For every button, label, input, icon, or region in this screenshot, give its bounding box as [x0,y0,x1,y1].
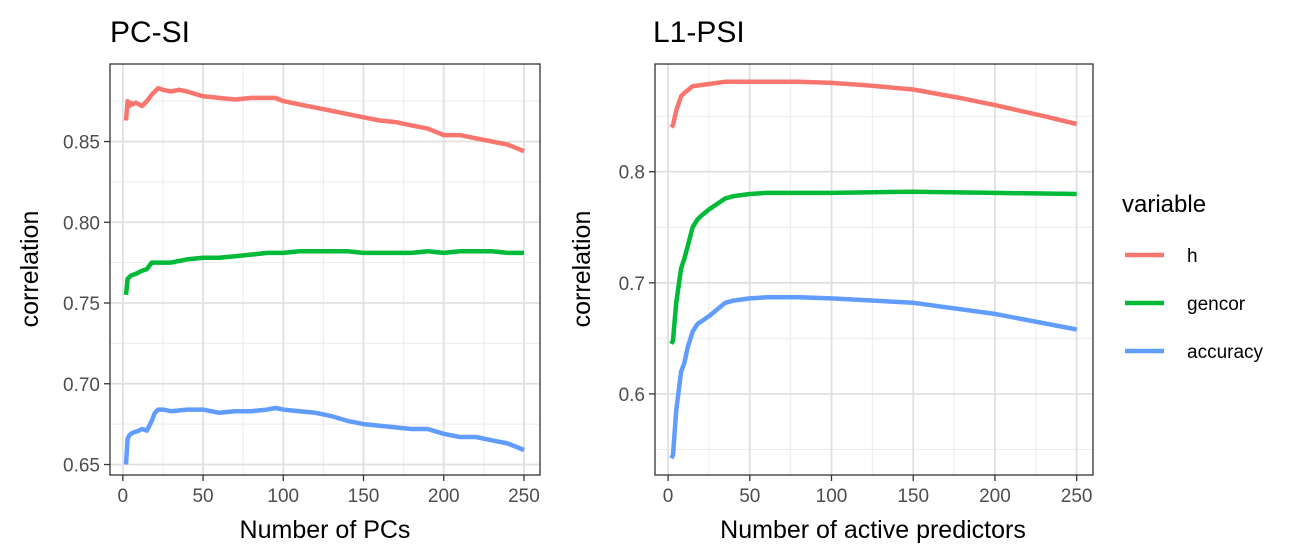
y-tick-label: 0.85 [63,133,100,154]
x-tick-label: 100 [816,486,848,507]
plot-grid [110,64,540,475]
x-axis-title: Number of PCs [240,516,411,544]
series-line-gencor [669,189,1077,345]
x-tick-label: 200 [428,486,460,507]
x-tick-label: 50 [192,486,213,507]
x-tick-label: 250 [508,486,540,507]
x-tick-label: 200 [979,486,1011,507]
x-tick-label: 50 [739,486,760,507]
plot-frame [109,63,541,476]
x-tick-label: 150 [897,486,929,507]
legend-label-gencor: gencor [1187,294,1246,315]
series-group [123,85,525,465]
y-tick-label: 0.6 [619,385,645,406]
y-tick-label: 0.75 [63,294,100,315]
x-tick-label: 0 [118,486,129,507]
x-tick-label: 0 [663,486,674,507]
x-tick-label: 250 [1061,486,1093,507]
y-axis-ticks: 0.65 0.70 0.75 0.80 0.85 [63,133,110,477]
legend-items: h gencor accuracy [1125,246,1264,363]
plot-grid [655,64,1093,475]
y-axis-title: correlation [568,211,596,328]
series-line-h [669,79,1078,129]
y-tick-label: 0.8 [619,163,645,184]
plot-frame [654,63,1094,476]
x-axis-ticks: 0 50 100 150 200 250 [118,475,540,507]
y-tick-label: 0.65 [63,456,100,477]
x-axis-title: Number of active predictors [720,516,1026,544]
panel-pc-si: PC-SI 0 50 100 150 200 250 0.650.700.750.800.… [16,16,541,544]
y-tick-label: 0.7 [619,274,645,295]
legend-label-accuracy: accuracy [1187,342,1264,363]
y-axis-title: correlation [16,211,44,328]
series-line-accuracy [123,405,525,465]
series-line-h [123,85,525,154]
chart-title: L1-PSI [653,16,745,49]
legend: variable h gencor accuracy [1122,191,1264,363]
y-tick-label: 0.70 [63,375,100,396]
y-tick-label: 0.80 [63,213,100,234]
series-line-gencor [123,249,524,296]
chart-title: PC-SI [110,16,190,49]
legend-title: variable [1122,191,1206,218]
legend-label-h: h [1187,246,1198,267]
panel-l1-psi: L1-PSI 0 50 100 150 200 250 0.6 0.7 0.8 Number … [568,16,1094,544]
series-line-accuracy [669,295,1078,460]
x-axis-ticks: 0 50 100 150 200 250 [663,475,1093,507]
x-tick-label: 150 [348,486,380,507]
y-axis-ticks: 0.6 0.7 0.8 [619,163,655,406]
x-tick-label: 100 [267,486,299,507]
series-group [669,79,1078,460]
